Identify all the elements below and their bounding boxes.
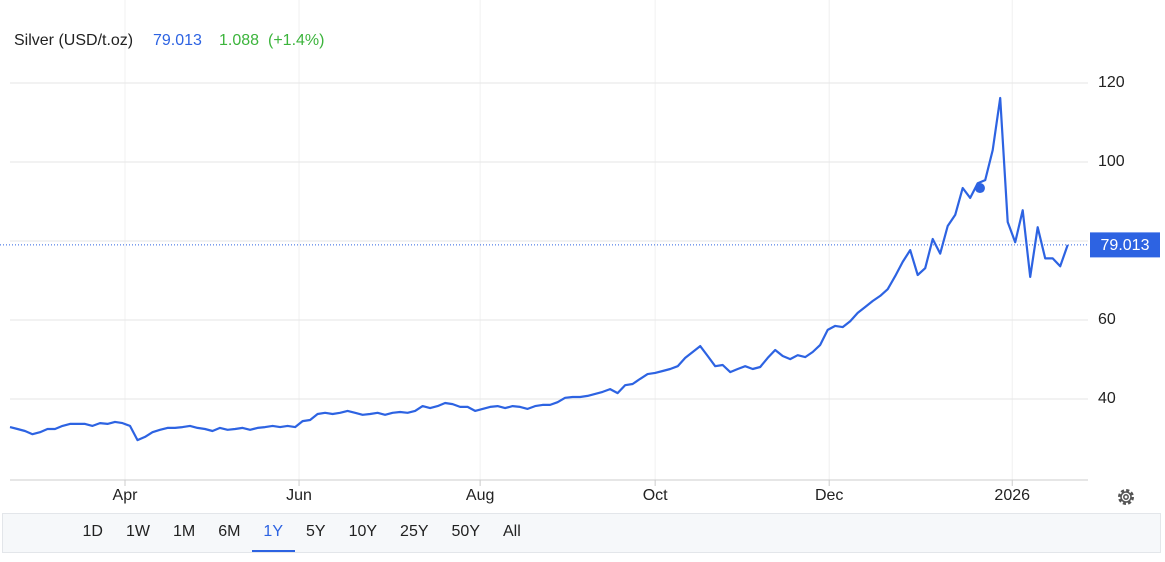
current-price-box — [1090, 232, 1160, 258]
price-change: 1.088 — [219, 32, 259, 49]
y-tick-label: 60 — [1098, 311, 1116, 328]
chart-title: Silver (USD/t.oz) — [14, 32, 133, 49]
x-tick-label: Aug — [466, 487, 494, 504]
chart: Silver (USD/t.oz) 79.013 1.088 (+1.4%) A… — [0, 0, 1160, 505]
range-button[interactable]: 5Y — [295, 514, 338, 552]
current-price: 79.013 — [153, 32, 202, 49]
range-button[interactable]: 50Y — [440, 514, 491, 552]
range-button[interactable]: 1M — [161, 514, 206, 552]
range-button[interactable]: 1W — [114, 514, 161, 552]
x-tick-label: Oct — [643, 487, 668, 504]
x-tick-label: Dec — [815, 487, 843, 504]
range-button[interactable]: All — [491, 514, 532, 552]
current-price-label: 79.013 — [1101, 237, 1150, 254]
event-marker — [974, 183, 985, 194]
y-tick-label: 120 — [1098, 74, 1125, 91]
range-button[interactable]: 6M — [207, 514, 252, 552]
range-toolbar: 1D 1W 1M 6M 1Y 5Y 10Y 25Y 50Y All — [2, 513, 1161, 553]
range-button[interactable]: 1D — [71, 514, 114, 552]
grid — [10, 0, 1088, 480]
price-line — [9, 96, 1069, 442]
range-button[interactable]: 25Y — [389, 514, 440, 552]
settings-icon[interactable] — [1118, 489, 1134, 505]
x-tick-label: Apr — [113, 487, 139, 504]
y-tick-label: 100 — [1098, 153, 1125, 170]
y-tick-label: 40 — [1098, 390, 1116, 407]
range-button[interactable]: 10Y — [337, 514, 388, 552]
x-tick-label: 2026 — [994, 487, 1030, 504]
range-button[interactable]: 1Y — [251, 514, 295, 552]
x-tick-label: Jun — [286, 487, 312, 504]
price-change-percent: (+1.4%) — [268, 32, 324, 49]
